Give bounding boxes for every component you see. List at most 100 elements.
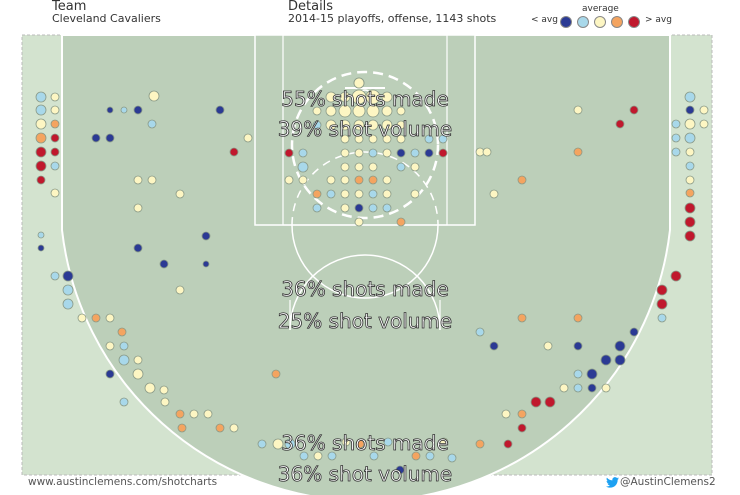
shot-dot-133 <box>338 104 352 118</box>
shot-dot-91 <box>439 437 449 447</box>
shot-dot-84 <box>341 437 351 447</box>
shot-dot-118 <box>517 313 527 323</box>
legend-dot-dark-blue <box>560 16 572 28</box>
shot-dot-90 <box>425 451 435 461</box>
shot-dot-101 <box>175 189 185 199</box>
shot-dot-189 <box>353 77 365 89</box>
shot-dot-150 <box>354 148 364 158</box>
shot-dot-73 <box>501 409 511 419</box>
shot-dot-43 <box>133 355 143 365</box>
shot-dot-130 <box>381 91 393 103</box>
shot-dot-55 <box>160 397 170 407</box>
shot-dot-104 <box>201 231 211 241</box>
twitter-icon <box>606 477 619 488</box>
free-throw-arc-dashed <box>291 151 439 226</box>
shot-dot-75 <box>503 439 513 449</box>
shot-dot-180 <box>326 189 336 199</box>
shot-dot-174 <box>382 175 392 185</box>
shot-dot-135 <box>366 104 380 118</box>
shot-dot-115 <box>517 175 527 185</box>
shot-dot-17 <box>699 105 709 115</box>
shot-dot-158 <box>298 148 308 158</box>
legend-dot-dark-red <box>628 16 640 28</box>
shot-dot-170 <box>326 175 336 185</box>
shot-dot-184 <box>368 203 378 213</box>
shot-dot-25 <box>671 147 681 157</box>
shot-dot-107 <box>175 285 185 295</box>
shot-dot-159 <box>297 161 309 173</box>
shot-dot-105 <box>159 259 169 269</box>
shot-dot-111 <box>573 105 583 115</box>
shot-dot-79 <box>272 438 284 450</box>
shot-dot-114 <box>573 147 583 157</box>
details-text: 2014-15 playoffs, offense, 1143 shots <box>288 12 497 25</box>
shot-dot-160 <box>340 162 350 172</box>
shot-dot-140 <box>339 119 351 131</box>
shot-dot-141 <box>353 119 365 131</box>
shot-dot-20 <box>684 118 696 130</box>
shot-dot-21 <box>699 119 709 129</box>
shot-dot-49 <box>175 409 185 419</box>
shot-dot-59 <box>657 313 667 323</box>
midrange-volume-label: 25% shot volume <box>278 309 452 333</box>
shot-dot-156 <box>438 148 448 158</box>
legend-below-avg-label: < avg <box>531 15 558 25</box>
shot-dot-99 <box>133 175 143 185</box>
shot-dot-139 <box>325 119 337 131</box>
shot-dot-41 <box>119 341 129 351</box>
shot-dot-74 <box>517 423 527 433</box>
shot-dot-5 <box>50 119 60 129</box>
shot-dot-40 <box>105 341 115 351</box>
shot-dot-86 <box>369 451 379 461</box>
shot-dot-45 <box>105 369 115 379</box>
shot-dot-149 <box>340 148 350 158</box>
legend-dot-pale-yellow <box>594 16 606 28</box>
shot-dot-98 <box>147 119 157 129</box>
footer-url[interactable]: www.austinclemens.com/shotcharts <box>28 476 218 488</box>
shot-dot-116 <box>489 189 499 199</box>
shot-dot-30 <box>684 216 696 228</box>
shot-dot-147 <box>368 134 378 144</box>
shot-dot-27 <box>685 175 695 185</box>
shot-dot-8 <box>35 146 47 158</box>
shot-dot-11 <box>50 161 60 171</box>
shot-dot-87 <box>383 437 393 447</box>
shot-dot-89 <box>411 451 421 461</box>
shot-dot-148 <box>382 134 392 144</box>
three-made-label: 36% shots made <box>281 431 449 455</box>
shot-dot-134 <box>352 104 366 118</box>
shot-dot-120 <box>475 327 485 337</box>
shot-dot-39 <box>117 327 127 337</box>
shot-dot-121 <box>489 341 499 351</box>
free-throw-arc <box>291 224 439 299</box>
shot-dot-68 <box>559 383 569 393</box>
shot-dot-164 <box>410 162 420 172</box>
shot-dot-162 <box>368 162 378 172</box>
shot-dot-51 <box>203 409 213 419</box>
shot-dot-161 <box>354 162 364 172</box>
shot-dot-66 <box>587 383 597 393</box>
shot-dot-48 <box>159 385 169 395</box>
paint-made-label: 55% shots made <box>281 87 449 111</box>
shot-dot-63 <box>614 354 626 366</box>
shot-dot-16 <box>684 91 696 103</box>
footer-twitter[interactable]: @AustinClemens2 <box>620 476 716 488</box>
shot-dot-10 <box>35 160 47 172</box>
shot-dot-166 <box>424 134 434 144</box>
shot-dot-175 <box>340 189 350 199</box>
shot-dot-138 <box>312 120 322 130</box>
shot-dot-97 <box>148 90 160 102</box>
shot-dot-106 <box>202 260 210 268</box>
shot-dot-69 <box>601 383 611 393</box>
legend-dot-light-blue <box>577 16 589 28</box>
shot-dot-181 <box>410 189 420 199</box>
shot-dot-83 <box>327 451 337 461</box>
shot-dot-96 <box>133 105 143 115</box>
shot-dot-31 <box>684 230 696 242</box>
shot-dot-6 <box>35 132 47 144</box>
legend-average-label: average <box>582 4 619 14</box>
legend-dot-orange <box>611 16 623 28</box>
shot-dot-7 <box>50 133 60 143</box>
shot-dot-67 <box>573 383 583 393</box>
